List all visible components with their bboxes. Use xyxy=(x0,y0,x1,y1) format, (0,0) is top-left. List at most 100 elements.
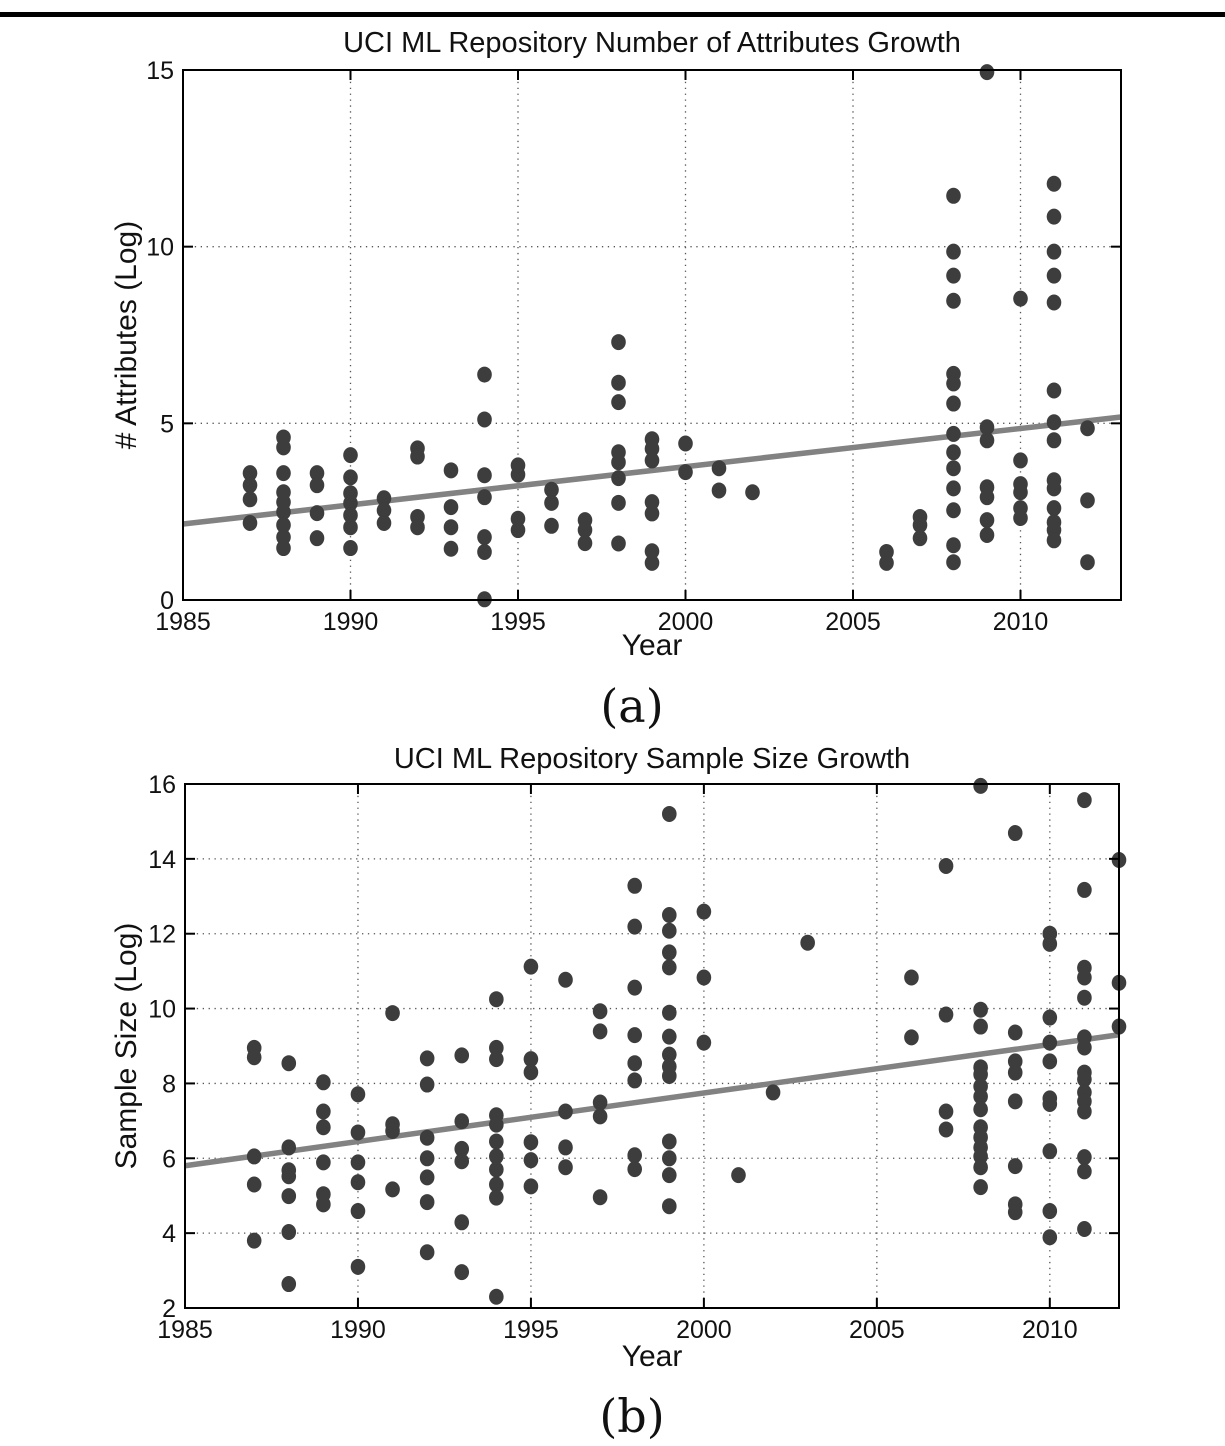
data-point xyxy=(946,480,961,497)
x-tick-label: 1990 xyxy=(330,1316,386,1344)
data-point xyxy=(510,510,526,527)
data-point xyxy=(489,1161,504,1178)
data-point xyxy=(489,1116,504,1133)
data-point xyxy=(661,805,677,822)
data-point xyxy=(946,267,961,284)
data-point xyxy=(316,1119,331,1136)
x-tick-label: 2005 xyxy=(849,1316,905,1344)
data-point xyxy=(973,1018,988,1035)
data-point xyxy=(592,1023,608,1040)
data-point xyxy=(1042,1053,1058,1070)
data-point xyxy=(276,439,291,456)
data-point xyxy=(1077,969,1092,986)
data-point xyxy=(443,540,459,557)
data-point xyxy=(316,1154,331,1171)
data-point xyxy=(1042,1229,1058,1246)
data-point xyxy=(419,1076,435,1093)
data-point xyxy=(1046,414,1062,431)
data-point xyxy=(276,504,291,521)
data-point xyxy=(973,1066,988,1083)
data-point xyxy=(558,971,573,988)
data-point xyxy=(979,512,995,529)
y-tick-label: 8 xyxy=(162,1070,176,1098)
data-point xyxy=(281,1168,297,1185)
y-tick-label: 0 xyxy=(160,587,174,615)
data-point xyxy=(611,470,626,487)
data-point xyxy=(1013,452,1028,469)
data-point xyxy=(938,1006,954,1023)
data-point xyxy=(246,1148,262,1165)
data-point xyxy=(343,469,358,486)
data-point xyxy=(661,907,677,923)
data-point xyxy=(946,554,961,571)
data-point xyxy=(510,466,526,483)
data-point xyxy=(661,959,677,976)
data-point xyxy=(946,537,961,554)
data-point xyxy=(1042,1143,1058,1160)
data-point xyxy=(745,484,760,501)
x-tick-label: 2010 xyxy=(993,608,1049,636)
chart-b-title: UCI ML Repository Sample Size Growth xyxy=(394,743,910,775)
data-point xyxy=(1042,1203,1058,1220)
data-point xyxy=(661,1167,677,1184)
data-point xyxy=(443,462,459,479)
data-point xyxy=(376,514,392,531)
data-point xyxy=(1013,484,1028,501)
data-point xyxy=(443,519,459,536)
y-tick-label: 10 xyxy=(146,234,174,262)
data-point xyxy=(544,517,559,534)
data-point xyxy=(946,395,961,412)
data-point xyxy=(946,460,961,477)
data-point xyxy=(979,432,995,449)
y-tick-label: 4 xyxy=(162,1220,176,1248)
data-point xyxy=(454,1214,470,1231)
chart-b-ylabel: Sample Size (Log) xyxy=(110,923,143,1170)
data-point xyxy=(938,1103,954,1120)
data-point xyxy=(731,1167,746,1184)
data-point xyxy=(611,494,626,511)
data-point xyxy=(510,522,526,539)
data-point xyxy=(661,1150,677,1167)
data-point xyxy=(454,1140,470,1157)
y-tick-label: 10 xyxy=(148,996,176,1024)
data-point xyxy=(454,1113,470,1130)
data-point xyxy=(696,903,712,920)
y-tick-label: 12 xyxy=(148,921,176,949)
data-point xyxy=(1007,1204,1023,1221)
data-point xyxy=(489,1189,504,1206)
data-point xyxy=(1046,532,1062,549)
data-point xyxy=(1077,792,1092,809)
data-point xyxy=(246,1049,262,1066)
data-point xyxy=(678,464,693,481)
data-point xyxy=(661,1028,677,1045)
data-point xyxy=(611,454,626,471)
data-point xyxy=(1077,1149,1092,1166)
data-point xyxy=(316,1103,331,1120)
chart-a-ylabel: # Attributes (Log) xyxy=(110,221,143,449)
data-point xyxy=(410,519,425,536)
data-point xyxy=(242,477,258,494)
data-point xyxy=(661,1046,677,1063)
data-point xyxy=(661,922,677,939)
data-point xyxy=(644,440,660,457)
data-point xyxy=(979,64,995,81)
data-point xyxy=(946,444,961,461)
data-point xyxy=(1046,208,1062,225)
data-point xyxy=(523,1152,539,1169)
x-tick-label: 1985 xyxy=(155,608,211,636)
data-point xyxy=(309,477,325,494)
data-point xyxy=(611,334,626,351)
data-point xyxy=(1080,554,1095,571)
chart-b-xlabel: Year xyxy=(622,1340,683,1373)
data-point xyxy=(765,1084,781,1101)
data-point xyxy=(1077,1071,1092,1088)
data-point xyxy=(419,1050,435,1067)
data-point xyxy=(523,1064,539,1081)
data-point xyxy=(343,495,358,512)
data-point xyxy=(309,465,325,482)
data-point xyxy=(627,1055,643,1072)
data-point xyxy=(343,519,358,536)
data-point xyxy=(316,1196,331,1213)
x-tick-label: 2010 xyxy=(1022,1316,1078,1344)
y-tick-label: 15 xyxy=(146,57,174,85)
